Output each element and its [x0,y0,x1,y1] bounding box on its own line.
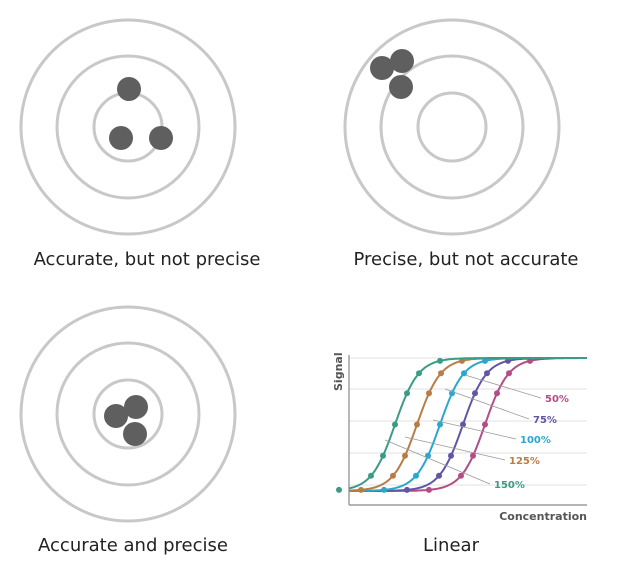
series-label: 75% [533,415,557,426]
caption-linear: Linear [423,535,479,556]
target-accurate-not-precise [19,18,237,236]
label-pointer [384,439,491,485]
series-point [402,452,408,459]
label-pointer [444,388,530,420]
target-inner-ring [92,91,164,163]
target-middle-ring [55,341,201,487]
series-point [413,472,419,479]
target-outer-ring [343,18,561,236]
shot-dot [109,126,133,150]
series-label: 100% [520,435,551,446]
shot-dot [117,77,141,101]
series-point [404,390,410,397]
shot-dot [370,56,394,80]
target-inner-ring [416,91,488,163]
target-accurate-and-precise [19,305,237,523]
label-pointer [464,374,542,399]
shot-dot [123,422,147,446]
caption-accurate-not-precise: Accurate, but not precise [33,249,261,270]
series-point [358,486,364,493]
target-middle-ring [379,54,525,200]
series-point [438,370,444,377]
series-point [448,452,454,459]
series-point [426,390,432,397]
series-point [414,421,420,428]
series-point [470,452,476,459]
shot-dot [104,404,128,428]
series-point [458,472,464,479]
series-label: 150% [494,480,525,491]
series-point [437,421,443,428]
shot-dot [389,75,413,99]
target-middle-ring [55,54,201,200]
series-point [380,452,386,459]
label-pointer [404,436,506,461]
shot-dot [149,126,173,150]
series-point [381,486,387,493]
series-point [404,486,410,493]
target-inner-ring [92,378,164,450]
target-outer-ring [19,305,237,523]
linearity-chart: 50% 75% 100% 125% 150% Signal Concentration [332,352,587,523]
series-point [368,472,374,479]
target-precise-not-accurate [343,18,561,236]
series-point [484,370,490,377]
series-point [336,486,342,493]
target-outer-ring [19,18,237,236]
series-point [482,421,488,428]
label-pointer [432,419,517,440]
series-label: 50% [545,394,569,405]
series-label: 125% [509,456,540,467]
shot-dot [390,49,414,73]
series-point [390,472,396,479]
y-axis-label: Signal [332,352,345,391]
x-axis-label: Concentration [499,510,587,523]
series-point [392,421,398,428]
series-point [506,370,512,377]
caption-accurate-and-precise: Accurate and precise [38,535,228,556]
series-point [426,486,432,493]
caption-precise-not-accurate: Precise, but not accurate [353,249,579,270]
shot-dot [124,395,148,419]
series-point [460,421,466,428]
series-point [416,370,422,377]
series-point [472,390,478,397]
series-point [436,472,442,479]
series-point [494,390,500,397]
series-point [437,357,443,364]
